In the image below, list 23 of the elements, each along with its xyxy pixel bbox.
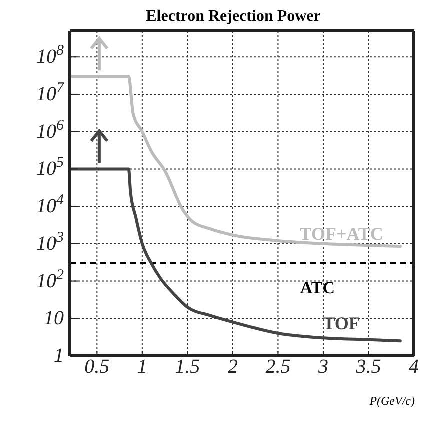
y-tick-label: 10$^{4}$ [36,192,64,218]
x-tick-label: 0.5 [84,356,110,378]
x-tick-label: 3.5 [355,356,382,378]
annotation: TOF+ATC [300,224,384,244]
x-tick-label: 2 [228,356,238,378]
x-tick-label: 1.5 [175,356,200,378]
x-tick-label: 4 [409,356,419,378]
ref-line-label: ATC [300,278,335,298]
line-series [70,168,402,343]
y-tick-label: 10 [44,308,64,330]
x-tick-label: 2.5 [266,356,291,378]
y-tick-label: 10$^{6}$ [36,118,64,143]
y-tick-label: 10$^{8}$ [36,43,64,68]
chart-title: Electron Rejection Power [145,8,322,26]
y-tick-label: 10$^{5}$ [36,155,64,180]
x-tick-label: 1 [137,356,148,378]
y-tick-label: 10$^{2}$ [36,267,64,292]
x-axis-title: P(GeV/c) [368,394,416,409]
y-tick-label: 10$^{7}$ [36,80,66,106]
y-tick-label: 10$^{3}$ [36,230,64,255]
annotation: TOF [323,314,360,334]
x-tick-label: 3 [317,356,328,378]
line-series [70,75,402,248]
